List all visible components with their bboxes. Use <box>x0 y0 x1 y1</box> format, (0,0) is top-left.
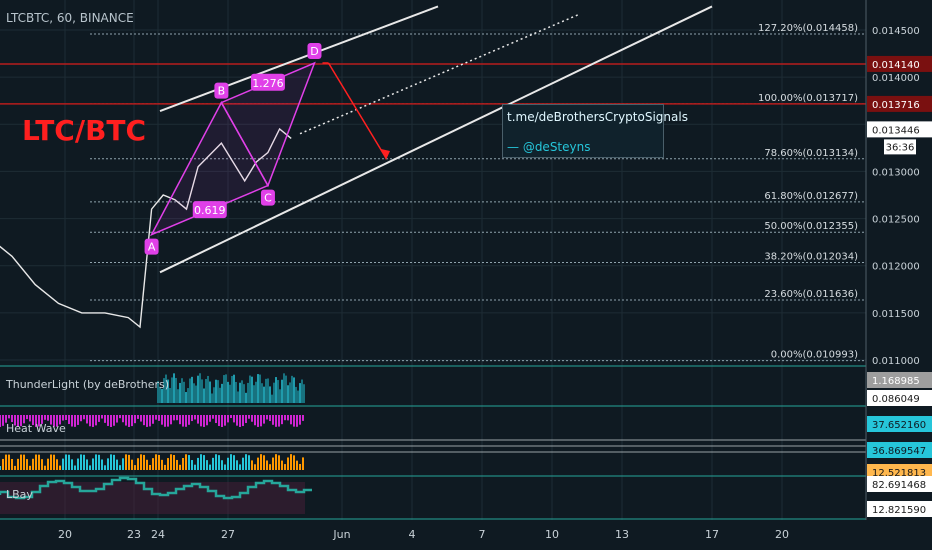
x-tick-label: 17 <box>705 528 719 541</box>
indicator-value-label: 1.168985 <box>872 376 920 387</box>
x-tick-label: 20 <box>58 528 72 541</box>
trend-channel <box>159 5 713 274</box>
countdown-label: 36:36 <box>886 142 915 153</box>
countdown-tag <box>884 139 916 155</box>
indicator-value-label: 12.821590 <box>872 505 926 516</box>
x-tick-label: 4 <box>409 528 416 541</box>
indicator-value-tag <box>867 390 932 406</box>
pattern-point-badge <box>144 238 159 255</box>
indicator-panes: ThunderLight (by deBrothers) Heat Wave LBa… <box>0 365 866 520</box>
x-tick-label: 7 <box>479 528 486 541</box>
current-price-tag <box>867 121 932 138</box>
indicator-name: ThunderLight (by deBrothers) <box>5 378 169 391</box>
x-tick-label: Jun <box>332 528 350 541</box>
indicator-value-label: 0.086049 <box>872 394 920 405</box>
chart-grid <box>0 0 866 520</box>
indicator-value-tag <box>867 372 932 388</box>
resistance-levels <box>0 63 866 105</box>
symbol-header: LTCBTC, 60, BINANCE <box>6 11 134 25</box>
pattern-point-label: B <box>218 85 226 98</box>
indicator-value-label: 37.652160 <box>872 420 926 431</box>
indicator-value-tag <box>867 476 932 492</box>
watermark-author: — @deSteyns <box>507 140 591 154</box>
watermark-box: t.me/deBrothersCryptoSignals — @deSteyns <box>502 104 688 158</box>
pattern-ratio-label: 1.276 <box>252 77 284 90</box>
y-tick-label: 0.014000 <box>872 73 920 84</box>
pattern-ratio-badge <box>192 201 227 219</box>
y-tick-label: 0.012000 <box>872 262 920 273</box>
current-price-label: 0.013446 <box>872 125 920 136</box>
lbay-line <box>0 476 312 500</box>
channel-upper-line <box>159 5 439 113</box>
indicator-value-tag <box>867 416 932 432</box>
indicator-value-tag <box>867 501 932 517</box>
x-tick-label: 20 <box>775 528 789 541</box>
channel-mid-line <box>299 13 581 135</box>
fib-level-label: 23.60%(0.011636) <box>764 289 858 300</box>
pattern-point-badge <box>307 43 322 59</box>
indicator-value-label: 36.869547 <box>872 446 926 457</box>
y-tick-label: 0.011000 <box>872 356 920 367</box>
x-tick-label: 27 <box>221 528 235 541</box>
fib-level-label: 127.20%(0.014458) <box>758 23 858 34</box>
x-tick-label: 10 <box>545 528 559 541</box>
indicator-value-label: 82.691468 <box>872 480 926 491</box>
overlay-title: LTC/BTC <box>22 114 146 147</box>
pattern-point-label: D <box>310 45 318 58</box>
watermark-telegram: t.me/deBrothersCryptoSignals <box>507 110 688 124</box>
indicator-value-tag <box>867 442 932 458</box>
pattern-point-badge <box>260 189 275 206</box>
y-tick-label: 0.013000 <box>872 167 920 178</box>
x-tick-label: 13 <box>615 528 629 541</box>
projection-arrows <box>322 62 390 160</box>
y-tick-label: 0.012500 <box>872 215 920 226</box>
fib-level-label: 61.80%(0.012677) <box>764 191 858 202</box>
x-tick-label: 24 <box>151 528 165 541</box>
price-axis[interactable]: 0.0145000.0140000.0135000.0130000.012500… <box>865 0 932 520</box>
pattern-point-label: A <box>148 241 156 254</box>
pattern-point-label: C <box>264 192 272 205</box>
pattern-ratio-badge <box>250 73 285 91</box>
price-axis-bg <box>866 0 932 520</box>
x-tick-label: 23 <box>127 528 141 541</box>
price-series <box>0 127 292 329</box>
pattern-point-badge <box>214 82 229 99</box>
fib-level-label: 38.20%(0.012034) <box>764 252 858 263</box>
indicator-name: Heat Wave <box>6 422 66 435</box>
projection-line <box>327 62 387 159</box>
price-line <box>0 127 292 329</box>
resistance-price-label: 0.013716 <box>872 100 920 111</box>
time-axis[interactable]: 20 23 24 27 Jun 4 7 10 13 17 20 <box>0 520 932 550</box>
resistance-price-tag <box>867 95 932 112</box>
pattern-ratio-label: 0.619 <box>194 204 226 217</box>
indicator-value-label: 12.521813 <box>872 468 926 479</box>
fib-level-label: 0.00%(0.010993) <box>771 350 858 361</box>
fib-level-label: 50.00%(0.012355) <box>764 221 858 232</box>
indicator-name: LBay <box>6 488 33 501</box>
time-axis-bg <box>0 520 932 550</box>
fib-level-label: 100.00%(0.013717) <box>758 93 858 104</box>
y-tick-label: 0.011500 <box>872 309 920 320</box>
projection-arrowhead <box>381 149 390 160</box>
resistance-price-tag <box>867 55 932 72</box>
fib-level-label: 78.60%(0.013134) <box>764 148 858 159</box>
channel-lower-line <box>159 5 713 274</box>
harmonic-pattern: 0.619 1.276 A B C D <box>144 43 322 255</box>
y-tick-label: 0.014500 <box>872 26 920 37</box>
resistance-price-label: 0.014140 <box>872 60 920 71</box>
